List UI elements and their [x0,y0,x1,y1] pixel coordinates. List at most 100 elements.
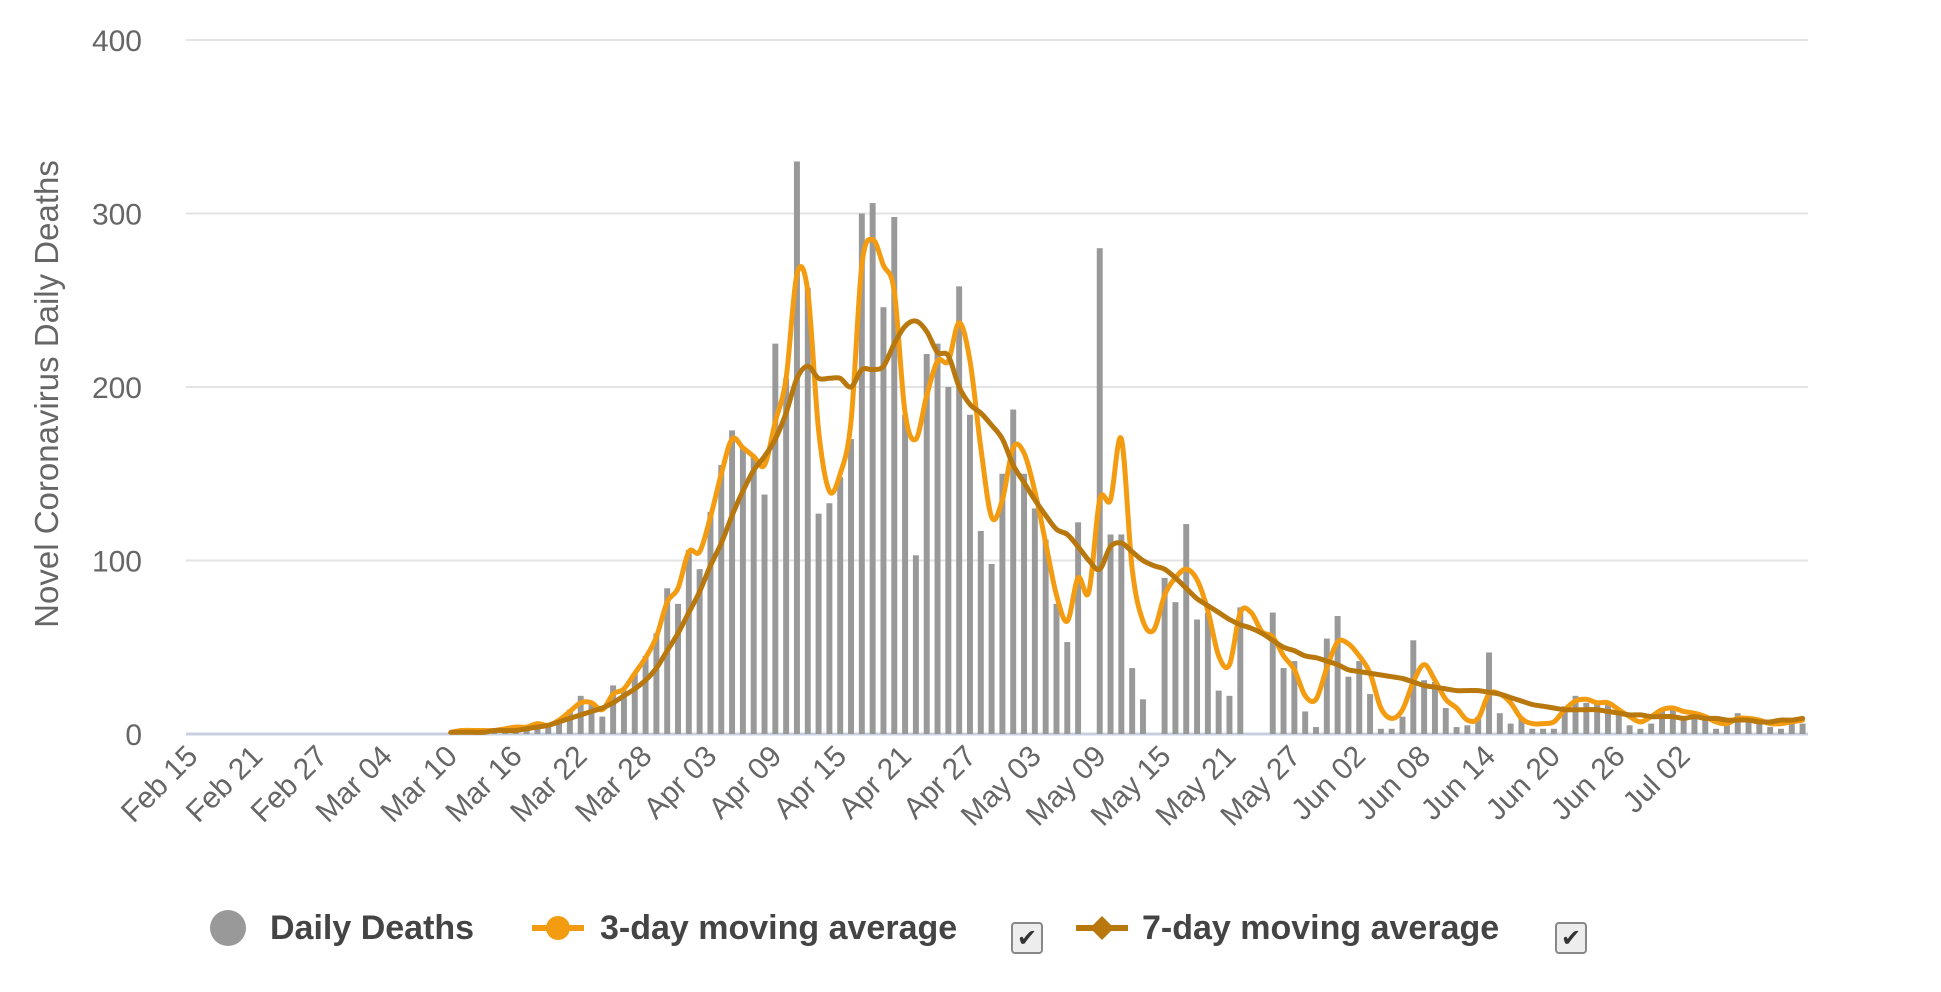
daily-deaths-bar[interactable] [1713,728,1720,734]
daily-deaths-bar[interactable] [804,288,811,734]
daily-deaths-bar[interactable] [880,307,887,734]
three-day-average-line[interactable] [448,236,1806,735]
daily-deaths-bar[interactable] [1031,508,1038,734]
daily-deaths-bar[interactable] [1680,716,1687,734]
daily-deaths-bar[interactable] [1421,680,1428,734]
daily-deaths-bar[interactable] [891,216,898,735]
daily-deaths-bar[interactable] [1442,707,1449,734]
daily-deaths-bar[interactable] [718,465,725,734]
daily-deaths-bar[interactable] [1518,716,1525,734]
daily-deaths-bar[interactable] [837,477,844,734]
daily-deaths-bar[interactable] [1377,728,1384,734]
daily-deaths-bar[interactable] [1669,709,1676,734]
daily-deaths-bar[interactable] [1637,728,1644,734]
daily-deaths-bar[interactable] [1356,661,1363,734]
daily-deaths-bar[interactable] [923,354,930,734]
toggle-3-day-average-checkbox[interactable]: ✔ [1011,922,1043,954]
daily-deaths-bar[interactable] [1140,699,1146,734]
daily-deaths-bar[interactable] [1388,728,1395,734]
daily-deaths-bar[interactable] [999,473,1006,734]
daily-deaths-bar[interactable] [1323,638,1330,734]
daily-deaths-bar[interactable] [945,387,952,734]
daily-deaths-bar[interactable] [545,727,552,734]
daily-deaths-bar[interactable] [1291,661,1298,734]
daily-deaths-bar[interactable] [1399,716,1406,734]
daily-deaths-bar[interactable] [1053,603,1060,734]
daily-deaths-bar[interactable] [1042,539,1049,734]
daily-deaths-bar[interactable] [1194,619,1201,734]
daily-deaths-bar[interactable] [1075,522,1082,734]
daily-deaths-bar[interactable] [620,690,627,734]
daily-deaths-bar[interactable] [1475,716,1482,734]
daily-deaths-bar[interactable] [1183,524,1190,734]
daily-deaths-bar[interactable] [1204,612,1211,734]
daily-deaths-bar[interactable] [1723,723,1730,734]
daily-deaths-bar[interactable] [1237,607,1244,734]
daily-deaths-bar[interactable] [956,286,963,734]
daily-deaths-bar[interactable] [869,203,876,735]
daily-deaths-bar[interactable] [750,456,757,734]
daily-deaths-bar[interactable] [1767,727,1774,734]
daily-deaths-bar[interactable] [675,603,681,734]
daily-deaths-bar[interactable] [1561,706,1568,734]
daily-deaths-bar[interactable] [1507,723,1514,734]
toggle-7-day-average-checkbox[interactable]: ✔ [1555,922,1587,954]
daily-deaths-bar[interactable] [1777,728,1784,734]
daily-deaths-bar[interactable] [1161,577,1168,734]
daily-deaths-bar[interactable] [783,378,790,734]
daily-deaths-bar[interactable] [696,569,703,734]
daily-deaths-bar[interactable] [1550,728,1557,734]
daily-deaths-bar[interactable] [739,447,746,734]
daily-deaths-bar[interactable] [826,503,833,734]
daily-deaths-bar[interactable] [653,633,660,734]
daily-deaths-bar[interactable] [1313,727,1319,734]
daily-deaths-bar[interactable] [1334,616,1341,734]
daily-deaths-bar[interactable] [1799,723,1806,734]
daily-deaths-bar[interactable] [1540,728,1547,734]
daily-deaths-bar[interactable] [1453,727,1460,734]
daily-deaths-bar[interactable] [1345,676,1352,734]
daily-deaths-bar[interactable] [1464,725,1471,734]
daily-deaths-bar[interactable] [1431,681,1438,734]
daily-deaths-bar[interactable] [642,655,649,734]
daily-deaths-bar[interactable] [1648,723,1655,734]
daily-deaths-bar[interactable] [966,414,973,734]
daily-deaths-bar[interactable] [599,716,606,734]
daily-deaths-bar[interactable] [685,550,692,734]
daily-deaths-bar[interactable] [1302,711,1309,734]
daily-deaths-bar[interactable] [588,702,595,734]
daily-deaths-bar[interactable] [1496,713,1503,734]
daily-deaths-bar[interactable] [1129,668,1136,734]
legend-daily-deaths[interactable]: Daily Deaths [208,898,474,958]
legend-7-day-average[interactable]: 7-day moving average [1074,898,1499,958]
daily-deaths-bar[interactable] [1107,534,1114,734]
daily-deaths-bar[interactable] [1734,713,1741,734]
seven-day-average-line[interactable] [448,318,1806,735]
daily-deaths-bar[interactable] [729,430,736,734]
daily-deaths-bar[interactable] [1010,409,1017,734]
legend-3-day-average[interactable]: 3-day moving average [530,898,957,958]
daily-deaths-bar[interactable] [858,213,865,735]
daily-deaths-bar[interactable] [1367,694,1374,734]
daily-deaths-bar[interactable] [610,685,617,734]
daily-deaths-bar[interactable] [912,555,919,734]
daily-deaths-bar[interactable] [1021,473,1028,734]
daily-deaths-bar[interactable] [1702,714,1709,734]
daily-deaths-bar[interactable] [1583,702,1590,734]
daily-deaths-bar[interactable] [1626,725,1633,734]
daily-deaths-bar[interactable] [815,513,822,734]
daily-deaths-bar[interactable] [631,673,638,734]
daily-deaths-bar[interactable] [1118,534,1125,734]
daily-deaths-bar[interactable] [566,709,573,734]
daily-deaths-bar[interactable] [1269,612,1276,734]
daily-deaths-bar[interactable] [1529,728,1536,734]
daily-deaths-bar[interactable] [761,494,768,734]
daily-deaths-bar[interactable] [1615,713,1622,734]
daily-deaths-bar[interactable] [848,439,854,734]
daily-deaths-bar[interactable] [1659,707,1665,734]
daily-deaths-bar[interactable] [988,563,995,734]
daily-deaths-bar[interactable] [664,588,671,734]
daily-deaths-bar[interactable] [1215,690,1222,734]
daily-deaths-bar[interactable] [707,511,714,734]
daily-deaths-bar[interactable] [1756,721,1763,734]
